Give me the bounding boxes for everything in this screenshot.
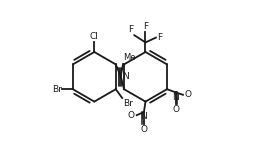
Text: N: N (122, 72, 129, 80)
Text: O: O (140, 125, 147, 134)
Text: Br: Br (52, 85, 62, 94)
Text: F: F (157, 33, 162, 42)
Text: F: F (128, 25, 133, 34)
Text: Me: Me (124, 53, 136, 62)
Text: Cl: Cl (90, 32, 99, 41)
Text: O: O (172, 105, 179, 114)
Text: F: F (143, 22, 148, 31)
Text: O: O (185, 90, 192, 99)
Text: N: N (141, 112, 147, 121)
Text: O: O (128, 111, 135, 120)
Text: Br: Br (123, 99, 133, 108)
Text: N: N (172, 93, 179, 102)
